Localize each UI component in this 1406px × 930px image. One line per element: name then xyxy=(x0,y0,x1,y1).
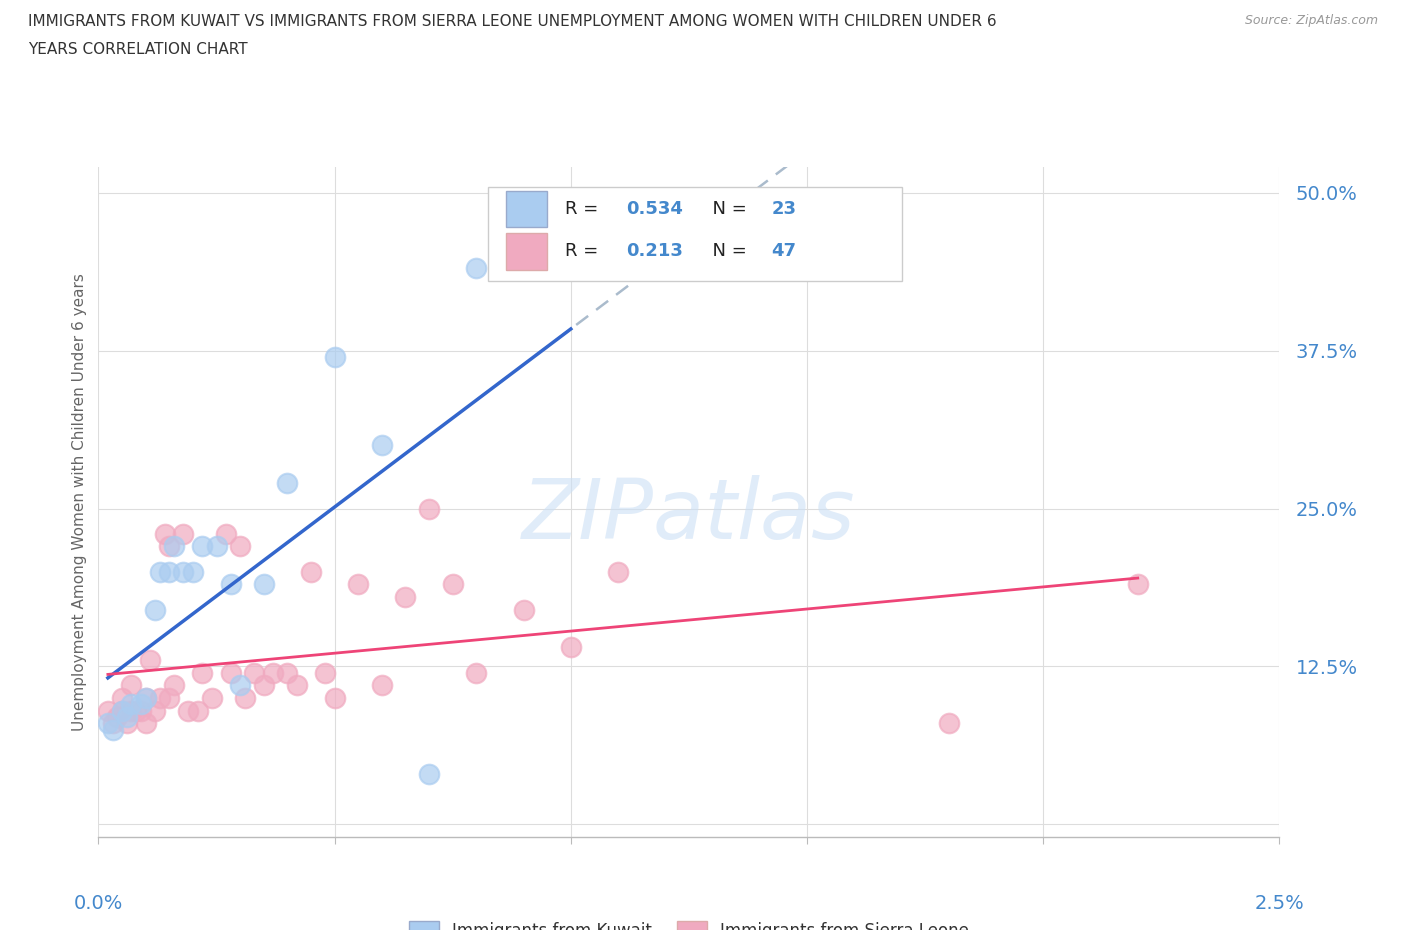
Point xyxy=(163,539,186,554)
Point xyxy=(465,665,488,680)
Text: N =: N = xyxy=(700,242,752,260)
Point xyxy=(115,710,138,724)
Point xyxy=(607,565,630,579)
Point xyxy=(149,565,172,579)
Point xyxy=(111,691,134,706)
Point xyxy=(101,716,124,731)
Point xyxy=(111,703,134,718)
Point xyxy=(560,640,582,655)
Point xyxy=(149,691,172,706)
Point xyxy=(299,565,322,579)
Point xyxy=(323,350,346,365)
Point xyxy=(229,678,252,693)
Point xyxy=(129,697,152,711)
Text: 23: 23 xyxy=(772,200,797,218)
Text: 47: 47 xyxy=(772,242,797,260)
Point xyxy=(229,539,252,554)
Text: YEARS CORRELATION CHART: YEARS CORRELATION CHART xyxy=(28,42,247,57)
Point xyxy=(135,716,157,731)
Point xyxy=(157,691,180,706)
Point xyxy=(163,678,186,693)
Text: N =: N = xyxy=(700,200,752,218)
Point xyxy=(441,577,464,591)
Point xyxy=(323,691,346,706)
Point xyxy=(219,665,242,680)
Point xyxy=(371,678,394,693)
Legend: Immigrants from Kuwait, Immigrants from Sierra Leone: Immigrants from Kuwait, Immigrants from … xyxy=(401,912,977,930)
Text: ZIPatlas: ZIPatlas xyxy=(522,475,856,556)
Point xyxy=(219,577,242,591)
Point xyxy=(105,710,128,724)
Point xyxy=(418,766,440,781)
Point xyxy=(253,678,276,693)
Point xyxy=(121,678,143,693)
Text: R =: R = xyxy=(565,242,605,260)
Point xyxy=(215,526,238,541)
Text: 2.5%: 2.5% xyxy=(1254,894,1305,913)
Text: IMMIGRANTS FROM KUWAIT VS IMMIGRANTS FROM SIERRA LEONE UNEMPLOYMENT AMONG WOMEN : IMMIGRANTS FROM KUWAIT VS IMMIGRANTS FRO… xyxy=(28,14,997,29)
Point xyxy=(172,565,194,579)
Point xyxy=(243,665,266,680)
Point xyxy=(115,716,138,731)
Point xyxy=(143,602,166,617)
FancyBboxPatch shape xyxy=(488,188,901,281)
Point xyxy=(135,691,157,706)
Point xyxy=(233,691,256,706)
Point xyxy=(125,703,148,718)
Point xyxy=(121,697,143,711)
Text: Source: ZipAtlas.com: Source: ZipAtlas.com xyxy=(1244,14,1378,27)
Point xyxy=(172,526,194,541)
Point xyxy=(201,691,224,706)
Point xyxy=(129,703,152,718)
Text: R =: R = xyxy=(565,200,605,218)
Point xyxy=(285,678,308,693)
Point xyxy=(143,703,166,718)
Point xyxy=(418,501,440,516)
Point xyxy=(938,716,960,731)
Point xyxy=(394,590,416,604)
Point xyxy=(187,703,209,718)
Point xyxy=(371,438,394,453)
Point xyxy=(181,565,204,579)
Text: 0.213: 0.213 xyxy=(626,242,683,260)
Point xyxy=(191,665,214,680)
Point xyxy=(111,703,134,718)
Point xyxy=(253,577,276,591)
Point xyxy=(157,539,180,554)
Point xyxy=(191,539,214,554)
Point xyxy=(121,703,143,718)
FancyBboxPatch shape xyxy=(506,191,547,227)
Point xyxy=(135,691,157,706)
Text: 0.0%: 0.0% xyxy=(73,894,124,913)
Point xyxy=(512,602,534,617)
Y-axis label: Unemployment Among Women with Children Under 6 years: Unemployment Among Women with Children U… xyxy=(72,273,87,731)
Text: 0.534: 0.534 xyxy=(626,200,683,218)
FancyBboxPatch shape xyxy=(506,232,547,270)
Point xyxy=(157,565,180,579)
Point xyxy=(205,539,228,554)
Point xyxy=(97,716,120,731)
Point xyxy=(347,577,370,591)
Point xyxy=(177,703,200,718)
Point xyxy=(262,665,284,680)
Point xyxy=(465,261,488,276)
Point xyxy=(97,703,120,718)
Point xyxy=(101,723,124,737)
Point xyxy=(139,653,162,668)
Point xyxy=(276,476,298,491)
Point xyxy=(153,526,176,541)
Point xyxy=(1126,577,1149,591)
Point xyxy=(314,665,336,680)
Point xyxy=(276,665,298,680)
